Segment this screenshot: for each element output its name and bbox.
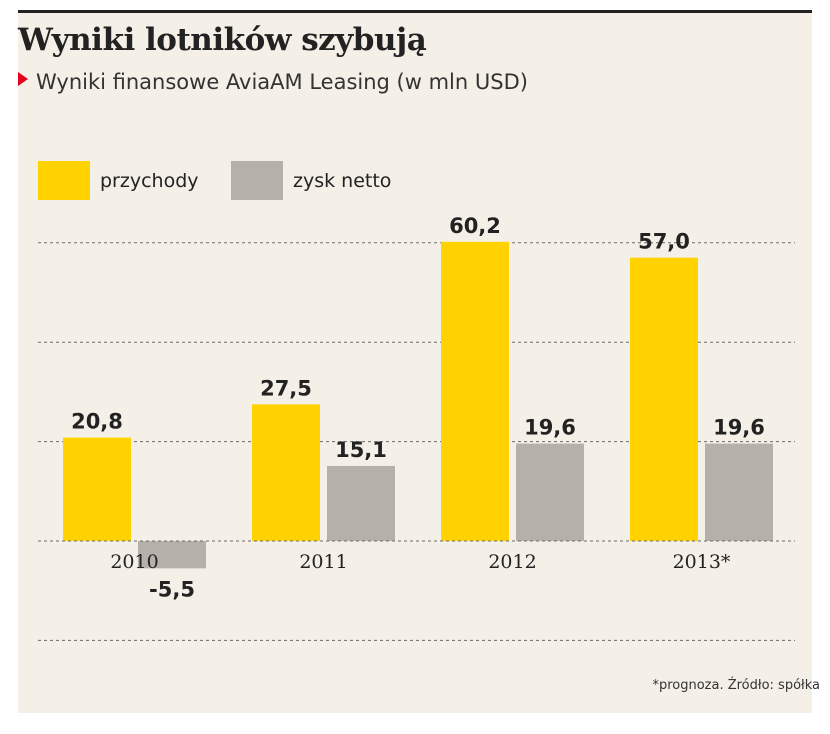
legend-swatch <box>38 161 90 200</box>
legend-swatch <box>231 161 283 200</box>
x-tick-label: 2012 <box>488 551 536 573</box>
chart-title: Wyniki lotników szybują <box>18 22 427 58</box>
data-label: 15,1 <box>335 438 387 462</box>
x-tick-label: 2013* <box>673 551 731 573</box>
subtitle-row: Wyniki finansowe AviaAM Leasing (w mln U… <box>18 70 528 94</box>
x-tick-label: 2010 <box>110 551 158 573</box>
bar-przychody-0 <box>63 437 131 541</box>
bar-przychody-2 <box>441 241 509 541</box>
footnote: *prognoza. Źródło: spółka <box>652 678 820 693</box>
data-label: 19,6 <box>524 416 576 440</box>
x-tick-label: 2011 <box>299 551 347 573</box>
data-label: 20,8 <box>71 410 123 434</box>
bar-zysk-netto-3 <box>705 443 773 541</box>
data-label: 27,5 <box>260 376 312 400</box>
legend-label: zysk netto <box>293 170 391 192</box>
bar-przychody-3 <box>630 257 698 541</box>
triangle-marker-icon <box>18 72 28 86</box>
legend-label: przychody <box>100 170 199 192</box>
data-label: 60,2 <box>449 214 501 238</box>
bar-zysk-netto-2 <box>516 443 584 541</box>
bar-zysk-netto-1 <box>327 465 395 541</box>
data-label: -5,5 <box>149 577 195 601</box>
data-label: 57,0 <box>638 230 690 254</box>
bar-zysk-netto-0 <box>138 541 206 569</box>
data-label: 19,6 <box>713 416 765 440</box>
chart-subtitle: Wyniki finansowe AviaAM Leasing (w mln U… <box>36 70 528 94</box>
bar-przychody-1 <box>252 404 320 541</box>
